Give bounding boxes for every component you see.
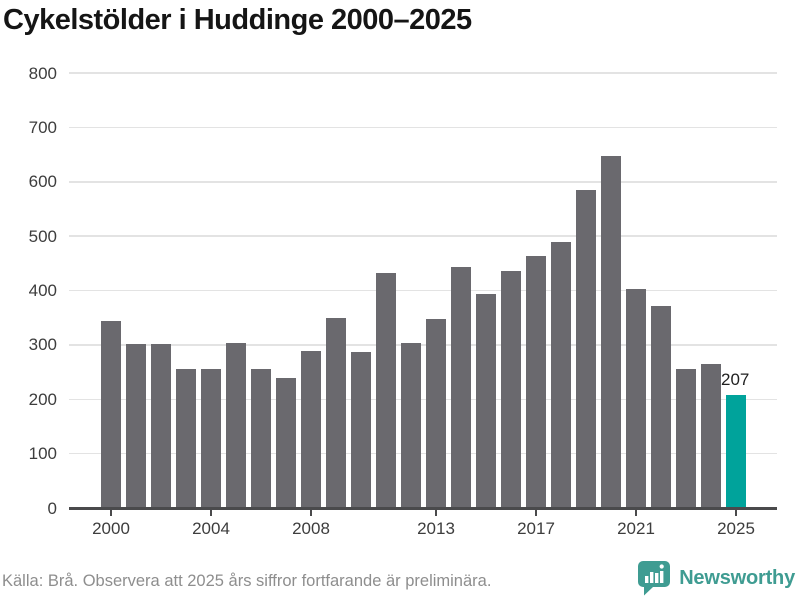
- bar-value-label-2025: 207: [721, 370, 750, 390]
- x-axis-line: [69, 507, 777, 510]
- y-axis-label-0: 0: [47, 498, 57, 518]
- newsworthy-logo: Newsworthy: [636, 556, 795, 600]
- gridline-300: [69, 344, 777, 346]
- bar-2019: [576, 190, 596, 508]
- x-axis-tick-2025: [735, 510, 737, 516]
- source-note: Källa: Brå. Observera att 2025 års siffr…: [2, 572, 492, 590]
- bar-2013: [426, 318, 446, 508]
- x-axis-tick-2000: [110, 510, 112, 516]
- bar-2022: [651, 306, 671, 508]
- gridline-500: [69, 235, 777, 237]
- bar-2014: [451, 266, 471, 508]
- bar-2001: [126, 344, 146, 508]
- gridline-200: [69, 398, 777, 400]
- bar-2007: [276, 377, 296, 508]
- x-axis-label-2017: 2017: [517, 519, 555, 538]
- gridline-600: [69, 181, 777, 183]
- x-axis-label-2008: 2008: [292, 519, 330, 538]
- y-axis-label-100: 100: [28, 444, 57, 464]
- x-axis-tick-2013: [435, 510, 437, 516]
- gridline-100: [69, 452, 777, 455]
- bar-chart-plot-area: 0 100 200 300 400 500 600 700 800 207 2000 2004 2008…: [28, 63, 777, 538]
- bar-2017: [526, 255, 546, 508]
- bar-2005: [226, 343, 246, 508]
- bar-2024: [701, 363, 721, 508]
- chart-title: Cykelstölder i Huddinge 2000–2025: [3, 4, 472, 36]
- y-axis-label-400: 400: [28, 281, 57, 300]
- bar-2004: [201, 369, 221, 508]
- bar-2008: [301, 350, 321, 508]
- bar-2011: [376, 272, 396, 508]
- bar-2000: [101, 321, 121, 508]
- bar-2021: [626, 288, 646, 508]
- x-axis-tick-2021: [635, 510, 637, 516]
- bar-2003: [176, 369, 196, 508]
- bar-2012: [401, 343, 421, 508]
- x-axis-label-2021: 2021: [617, 519, 655, 538]
- bar-2016: [501, 271, 521, 508]
- bar-2010: [351, 352, 371, 508]
- y-axis-label-500: 500: [28, 226, 57, 246]
- bar-2018: [551, 241, 571, 508]
- x-axis-label-2025: 2025: [717, 519, 755, 538]
- x-axis-label-2013: 2013: [417, 519, 455, 538]
- y-axis-label-200: 200: [28, 389, 57, 409]
- bar-2015: [476, 293, 496, 508]
- bar-2023: [676, 368, 696, 508]
- bar-2020: [601, 156, 621, 508]
- newsworthy-speech-bubble-chart-icon: [636, 559, 672, 597]
- gridline-700: [69, 126, 777, 129]
- x-axis-label-2000: 2000: [92, 519, 130, 538]
- y-axis-label-800: 800: [28, 63, 57, 83]
- bar-2006: [251, 369, 271, 508]
- y-axis-label-600: 600: [28, 172, 57, 192]
- bar-2009: [326, 317, 346, 508]
- bar-2002: [151, 344, 171, 508]
- y-axis-label-700: 700: [28, 117, 57, 137]
- y-axis-label-300: 300: [28, 335, 57, 355]
- x-axis-label-2004: 2004: [192, 519, 230, 538]
- newsworthy-wordmark: Newsworthy: [679, 566, 795, 589]
- x-axis-tick-2017: [535, 510, 537, 516]
- gridline-800: [69, 72, 777, 74]
- gridline-400: [69, 289, 777, 292]
- x-axis-tick-2008: [310, 510, 312, 516]
- x-axis-tick-2004: [210, 510, 212, 516]
- bar-2025-highlighted: [726, 395, 746, 508]
- chart-footer: Källa: Brå. Observera att 2025 års siffr…: [0, 556, 800, 600]
